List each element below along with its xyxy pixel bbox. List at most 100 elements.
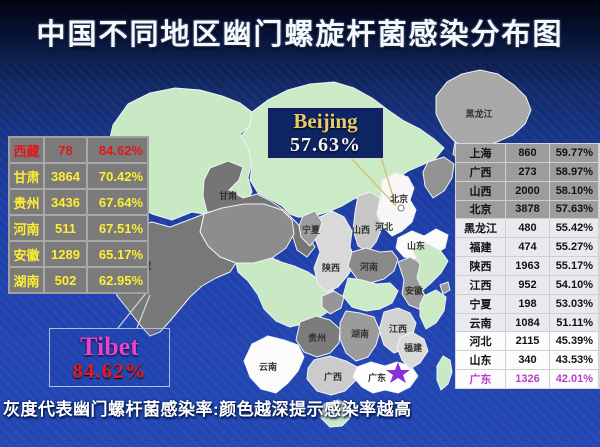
region-cell: 山东 [456, 351, 505, 370]
province-chongqing [321, 290, 345, 315]
province-label-beijing: 北京 [390, 193, 408, 204]
count-cell: 3864 [45, 164, 86, 188]
tibet-callout-name: Tibet [80, 331, 139, 361]
rate-cell: 84.62% [88, 138, 147, 162]
count-cell: 1963 [506, 257, 549, 275]
province-shanxi [352, 191, 383, 253]
rate-cell: 54.10% [550, 275, 598, 294]
beijing-callout-rate: 57.63% [290, 133, 361, 156]
region-cell: 山西 [456, 181, 505, 200]
beijing-callout-line [349, 156, 397, 207]
rate-cell: 62.95% [88, 268, 147, 292]
region-cell: 宁夏 [456, 294, 505, 313]
region-cell: 贵州 [10, 190, 43, 214]
rate-cell: 58.10% [550, 181, 598, 200]
rate-cell: 55.17% [550, 257, 598, 275]
rate-cell: 65.17% [88, 242, 147, 266]
count-cell: 502 [45, 268, 86, 292]
rate-cell: 59.77% [550, 144, 598, 162]
province-zhejiang [419, 289, 447, 330]
right-stats-table: 上海 860 59.77% 广西 273 58.97% 山西 2000 58.1… [455, 143, 600, 389]
left-stats-table: 西藏 78 84.62% 甘肃 3864 70.42% 贵州 3436 67.6… [8, 136, 149, 294]
rate-cell: 51.11% [550, 313, 598, 332]
count-cell: 3436 [45, 190, 86, 214]
region-cell: 湖南 [10, 268, 43, 292]
count-cell: 3878 [506, 200, 549, 219]
count-cell: 340 [506, 351, 549, 370]
count-cell: 2115 [506, 332, 549, 351]
rate-cell: 55.27% [550, 238, 598, 257]
province-heilongjiang [435, 69, 532, 150]
province-hubei [342, 277, 399, 312]
province-guangdong [352, 361, 419, 394]
tibet-callout-rate: 84.62% [72, 359, 147, 384]
province-label-shaanxi: 陕西 [322, 262, 340, 273]
count-cell: 952 [506, 275, 549, 294]
count-cell: 474 [506, 238, 549, 257]
province-label-jiangxi: 江西 [389, 323, 407, 334]
province-label-ningxia: 宁夏 [302, 224, 321, 235]
beijing-callout-name: Beijing [293, 109, 358, 134]
rate-cell: 70.42% [88, 164, 147, 188]
count-cell: 2000 [506, 181, 549, 200]
legend-caption: 灰度代表幽门螺杆菌感染率:颜色越深提示感染率越高 [3, 400, 412, 419]
rate-cell: 67.64% [88, 190, 147, 214]
beijing-callout-line [380, 156, 397, 207]
province-label-guangxi: 广西 [324, 371, 342, 382]
province-yunnan [243, 335, 305, 394]
province-label-anhui: 安徽 [405, 285, 424, 296]
count-cell: 480 [506, 219, 549, 238]
rate-cell: 43.53% [550, 351, 598, 370]
province-shaanxi [313, 210, 357, 293]
province-fujian [396, 331, 429, 370]
province-label-heilongjiang: 黑龙江 [465, 108, 492, 119]
rate-cell: 57.63% [550, 200, 598, 219]
guangdong-star-icon [386, 362, 410, 383]
count-cell: 1084 [506, 313, 549, 332]
count-cell: 198 [506, 294, 549, 313]
province-label-hunan: 湖南 [351, 328, 369, 339]
province-taiwan [436, 355, 453, 391]
rate-cell: 67.51% [88, 216, 147, 240]
region-cell: 云南 [456, 313, 505, 332]
region-cell: 福建 [456, 238, 505, 257]
region-cell: 甘肃 [10, 164, 43, 188]
province-shanghai [439, 281, 451, 295]
rate-cell: 58.97% [550, 162, 598, 181]
tibet-callout-line [136, 294, 151, 329]
beijing-callout: Beijing 57.63% [267, 107, 384, 159]
count-cell: 511 [45, 216, 86, 240]
region-cell: 广东 [456, 370, 505, 388]
region-cell: 西藏 [10, 138, 43, 162]
region-cell: 广西 [456, 162, 505, 181]
province-label-henan: 河南 [360, 261, 378, 272]
tibet-callout: Tibet 84.62% [49, 328, 170, 387]
province-label-shanxi: 山西 [352, 224, 370, 235]
province-ningxia [298, 210, 323, 247]
region-cell: 北京 [456, 200, 505, 219]
rate-cell: 53.03% [550, 294, 598, 313]
count-cell: 78 [45, 138, 86, 162]
rate-cell: 45.39% [550, 332, 598, 351]
page-title: 中国不同地区幽门螺旋杆菌感染分布图 [36, 19, 564, 51]
region-cell: 安徽 [10, 242, 43, 266]
region-cell: 江西 [456, 275, 505, 294]
region-cell: 陕西 [456, 257, 505, 275]
province-jiangsu [411, 242, 449, 291]
region-cell: 河南 [10, 216, 43, 240]
province-label-fujian: 福建 [403, 342, 423, 353]
count-cell: 1289 [45, 242, 86, 266]
tibet-callout-line [117, 292, 147, 329]
province-label-shandong: 山东 [407, 240, 425, 251]
region-cell: 上海 [456, 144, 505, 162]
beijing-marker-dot [397, 204, 405, 212]
title-bar: 中国不同地区幽门螺旋杆菌感染分布图 [0, 0, 600, 64]
rate-cell: 55.42% [550, 219, 598, 238]
region-cell: 河北 [456, 332, 505, 351]
province-label-yunnan: 云南 [259, 361, 277, 372]
province-label-guizhou: 贵州 [308, 332, 326, 343]
province-label-gansu: 甘肃 [219, 190, 237, 201]
count-cell: 1326 [506, 370, 549, 388]
province-label-guangdong: 广东 [368, 372, 386, 383]
